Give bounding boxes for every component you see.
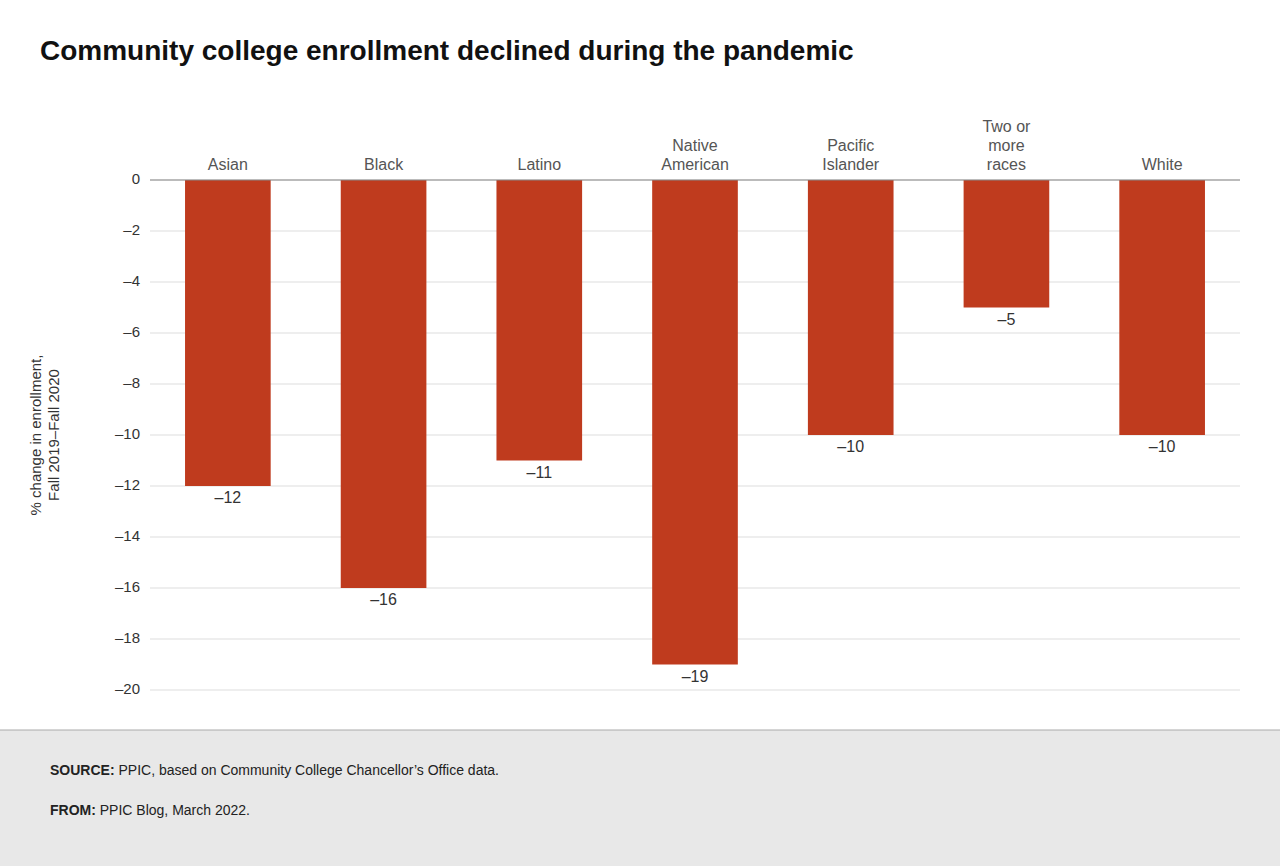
category-label-line: Islander bbox=[822, 156, 880, 173]
category-label-line: Black bbox=[364, 156, 404, 173]
value-label: –12 bbox=[215, 489, 242, 506]
value-label: –5 bbox=[998, 311, 1016, 328]
footer-note: SOURCE: PPIC, based on Community College… bbox=[50, 762, 499, 778]
bar bbox=[185, 180, 271, 486]
y-tick-label: –2 bbox=[123, 221, 140, 238]
y-tick-label: –10 bbox=[115, 425, 140, 442]
chart: Community college enrollment declined du… bbox=[0, 0, 1280, 866]
bar bbox=[964, 180, 1050, 308]
y-tick-label: 0 bbox=[132, 170, 140, 187]
grid bbox=[150, 180, 1240, 690]
footer-note: FROM: PPIC Blog, March 2022. bbox=[50, 802, 250, 818]
value-label: –11 bbox=[527, 464, 553, 481]
value-label: –10 bbox=[1149, 438, 1176, 455]
value-label: –19 bbox=[682, 668, 709, 685]
category-label: Pacific Islander bbox=[822, 137, 880, 173]
background bbox=[0, 0, 1280, 866]
y-tick-label: –20 bbox=[115, 680, 140, 697]
y-axis-label-line: Fall 2019–Fall 2020 bbox=[45, 369, 62, 501]
bar bbox=[808, 180, 894, 435]
y-tick-label: –18 bbox=[115, 629, 140, 646]
category-label-line: American bbox=[661, 156, 729, 173]
value-label: –10 bbox=[837, 438, 864, 455]
y-tick-label: –4 bbox=[123, 272, 140, 289]
footer bbox=[0, 730, 1280, 866]
category-label: Latino bbox=[517, 156, 561, 173]
y-ticks: 0 –2 –4 –6 –8 –10 –12 –14 –16 –18 –20 bbox=[115, 170, 140, 697]
footer-separator bbox=[0, 730, 1280, 731]
category-label: Native American bbox=[661, 137, 729, 173]
footer-note-rest: PPIC, based on Community College Chancel… bbox=[115, 762, 499, 778]
y-tick-label: –16 bbox=[115, 578, 140, 595]
value-label: –16 bbox=[370, 591, 397, 608]
y-axis-label: % change in enrollment,Fall 2019–Fall 20… bbox=[27, 355, 62, 516]
category-label-line: races bbox=[987, 156, 1026, 173]
category-label: White bbox=[1142, 156, 1183, 173]
category-label-line: more bbox=[988, 137, 1025, 154]
category-label-line: Two or bbox=[982, 118, 1031, 135]
category-label: Asian bbox=[208, 156, 248, 173]
category-label-line: Asian bbox=[208, 156, 248, 173]
category-label-line: Latino bbox=[517, 156, 561, 173]
x-axis-line bbox=[150, 180, 1240, 181]
category-label: Two or more races bbox=[982, 118, 1031, 173]
y-tick-label: –8 bbox=[123, 374, 140, 391]
footer-note-lead: SOURCE: bbox=[50, 762, 115, 778]
category-labels: Asian Black Latino Native American Pacific Isl… bbox=[208, 118, 1183, 173]
title: Community college enrollment declined du… bbox=[40, 35, 854, 66]
y-tick-label: –14 bbox=[115, 527, 140, 544]
y-tick-label: –12 bbox=[115, 476, 140, 493]
category-label: Black bbox=[364, 156, 404, 173]
bars bbox=[185, 180, 1205, 665]
grid-line bbox=[150, 690, 1240, 691]
value-labels: –12 –16 –11 –19 –10 –5 –10 bbox=[215, 311, 1176, 685]
y-axis-label-line: % change in enrollment, bbox=[27, 355, 44, 516]
bar bbox=[1119, 180, 1205, 435]
bar bbox=[652, 180, 738, 665]
y-tick-label: –6 bbox=[123, 323, 140, 340]
category-label-line: Pacific bbox=[827, 137, 874, 154]
bar bbox=[496, 180, 582, 461]
grid-line bbox=[150, 180, 1240, 181]
category-label-line: White bbox=[1142, 156, 1183, 173]
footer-note-lead: FROM: bbox=[50, 802, 96, 818]
footer-note-rest: PPIC Blog, March 2022. bbox=[96, 802, 250, 818]
category-label-line: Native bbox=[672, 137, 717, 154]
bar bbox=[341, 180, 427, 588]
